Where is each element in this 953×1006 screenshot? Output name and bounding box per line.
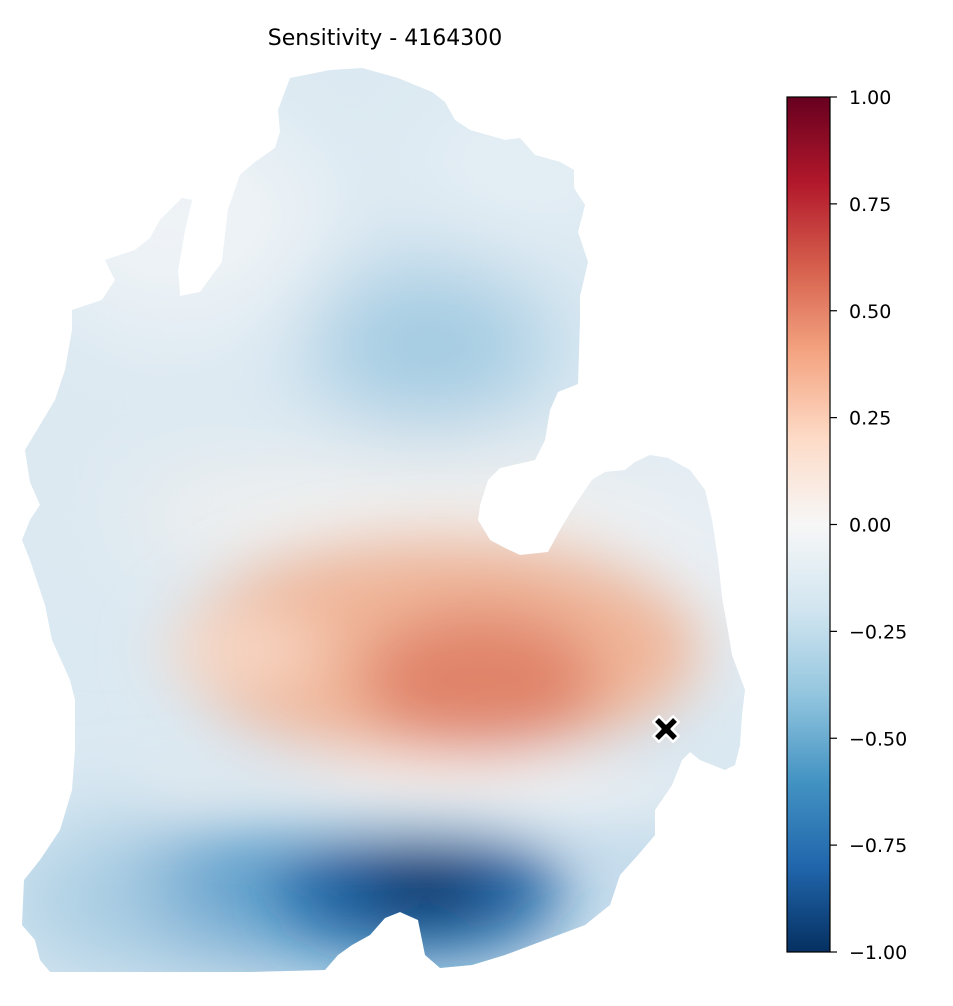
chart-title: Sensitivity - 4164300 (268, 26, 502, 51)
negative-peak (360, 862, 490, 918)
sensitivity-heatmap (22, 68, 745, 972)
colorbar-tick-label: 0.75 (849, 194, 891, 216)
neutral-band-north (130, 460, 745, 580)
colorbar-ticks: 1.00 0.75 0.50 0.25 0.00 −0.25 −0.50 −0.75 −1.00 (830, 87, 907, 964)
colorbar-tick-label: −0.50 (849, 728, 907, 750)
positive-core (360, 610, 600, 750)
positive-west-arm (160, 615, 320, 685)
heatmap-core (130, 540, 730, 940)
neutral-band-south (130, 760, 730, 820)
colorbar-tick-label: 0.25 (849, 408, 891, 430)
colorbar: 1.00 0.75 0.50 0.25 0.00 −0.25 −0.50 −0.75 −1.00 (786, 87, 907, 964)
central-blue-region (310, 265, 550, 425)
colorbar-tick-label: −1.00 (849, 942, 907, 964)
colorbar-tick-label: −0.25 (849, 621, 907, 643)
site-marker (652, 715, 680, 743)
north-light-region (30, 110, 330, 330)
colorbar-gradient (787, 97, 830, 952)
colorbar-tick-label: 1.00 (849, 87, 891, 109)
colorbar-tick-label: −0.75 (849, 835, 907, 857)
northeast-light-region (410, 90, 630, 250)
colorbar-tick-label: 0.00 (849, 515, 891, 537)
colorbar-tick-label: 0.50 (849, 301, 891, 323)
